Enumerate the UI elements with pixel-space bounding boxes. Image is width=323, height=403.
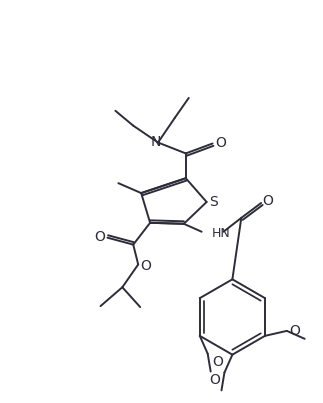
Text: O: O [141, 260, 151, 274]
Text: O: O [94, 230, 105, 244]
Text: S: S [209, 195, 218, 209]
Text: O: O [212, 355, 223, 369]
Text: O: O [263, 194, 274, 208]
Text: O: O [215, 135, 226, 150]
Text: N: N [151, 135, 161, 149]
Text: O: O [289, 324, 300, 338]
Text: O: O [209, 374, 220, 387]
Text: HN: HN [212, 227, 230, 240]
